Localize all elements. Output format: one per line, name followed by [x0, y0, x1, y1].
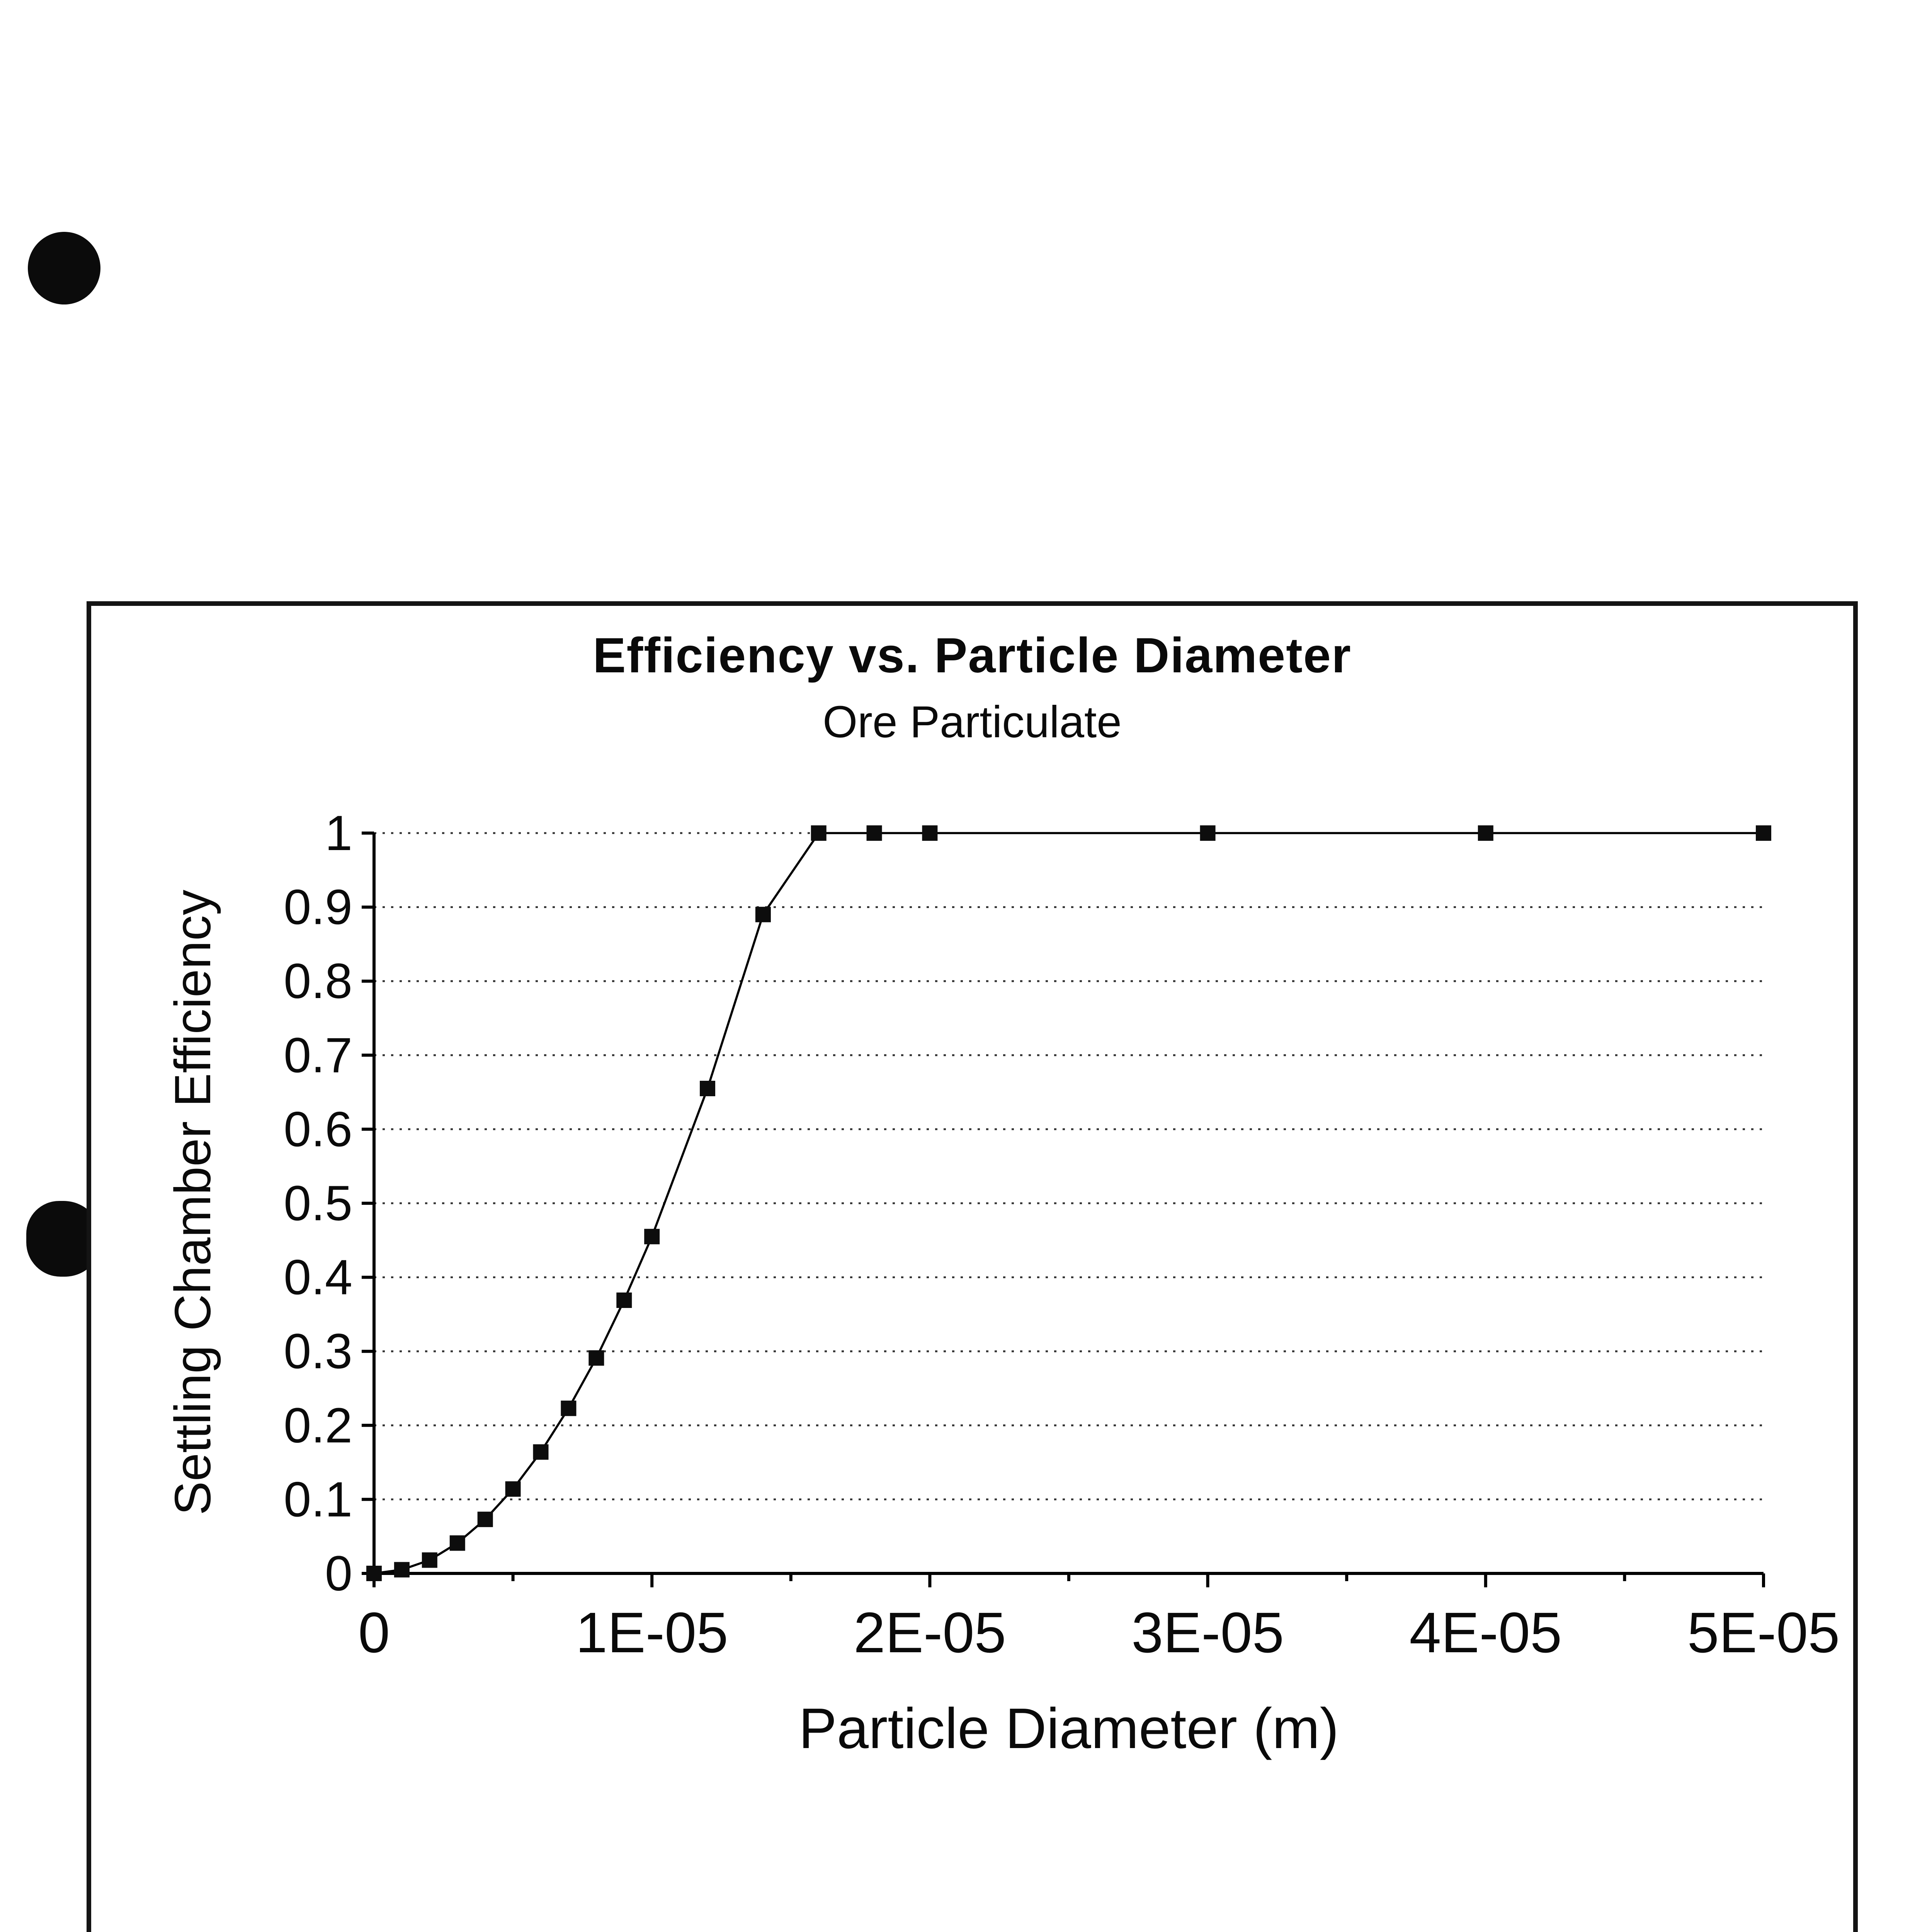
y-axis-title: Settling Chamber Efficiency: [164, 889, 221, 1515]
data-point: [477, 1512, 493, 1527]
x-tick-label: 0: [358, 1601, 390, 1665]
data-point: [533, 1444, 549, 1460]
y-tick-label: 0: [325, 1546, 352, 1601]
data-point: [616, 1292, 632, 1308]
x-tick-label: 5E-05: [1687, 1601, 1840, 1665]
data-point: [866, 825, 882, 841]
data-point: [588, 1350, 604, 1366]
data-point: [922, 825, 938, 841]
chart-subtitle: Ore Particulate: [823, 699, 1122, 748]
y-tick-label: 0.5: [284, 1176, 352, 1231]
data-point: [449, 1535, 465, 1551]
data-point: [1756, 825, 1771, 841]
data-point: [1200, 825, 1216, 841]
data-point: [505, 1481, 521, 1497]
data-point: [422, 1552, 437, 1568]
chart-svg: 0 0.1 0.2 0.3 0.4 0.5 0.6 0.7 0.8 0.9 1 0 1E-05 2E-05…: [284, 806, 1840, 1665]
x-tick-label: 1E-05: [576, 1601, 728, 1665]
y-tick-label: 0.6: [284, 1102, 352, 1157]
y-tick-label: 0.2: [284, 1398, 352, 1453]
data-point: [755, 906, 771, 922]
x-axis-title: Particle Diameter (m): [799, 1697, 1339, 1760]
data-line: [374, 832, 1764, 1575]
chart-title: Efficiency vs. Particle Diameter: [593, 628, 1352, 683]
data-point: [811, 825, 827, 841]
y-tick-label: 0.1: [284, 1472, 352, 1527]
hole-punch-mark: [28, 232, 100, 304]
chart-frame: [87, 601, 1858, 1932]
x-tick-label: 2E-05: [854, 1601, 1006, 1665]
data-point: [394, 1562, 410, 1578]
y-tick-label: 0.9: [284, 880, 352, 935]
y-tick-label: 0.7: [284, 1028, 352, 1083]
x-tick-label: 3E-05: [1131, 1601, 1284, 1665]
y-tick-label: 0.8: [284, 954, 352, 1009]
data-point: [644, 1229, 660, 1245]
data-point: [1478, 825, 1493, 841]
x-tick-label: 4E-05: [1409, 1601, 1562, 1665]
y-tick-label: 0.3: [284, 1324, 352, 1379]
y-tick-label: 0.4: [284, 1250, 352, 1305]
y-tick-label: 1: [325, 806, 352, 861]
data-point: [561, 1400, 577, 1416]
data-point: [700, 1081, 716, 1097]
data-point: [366, 1566, 382, 1581]
